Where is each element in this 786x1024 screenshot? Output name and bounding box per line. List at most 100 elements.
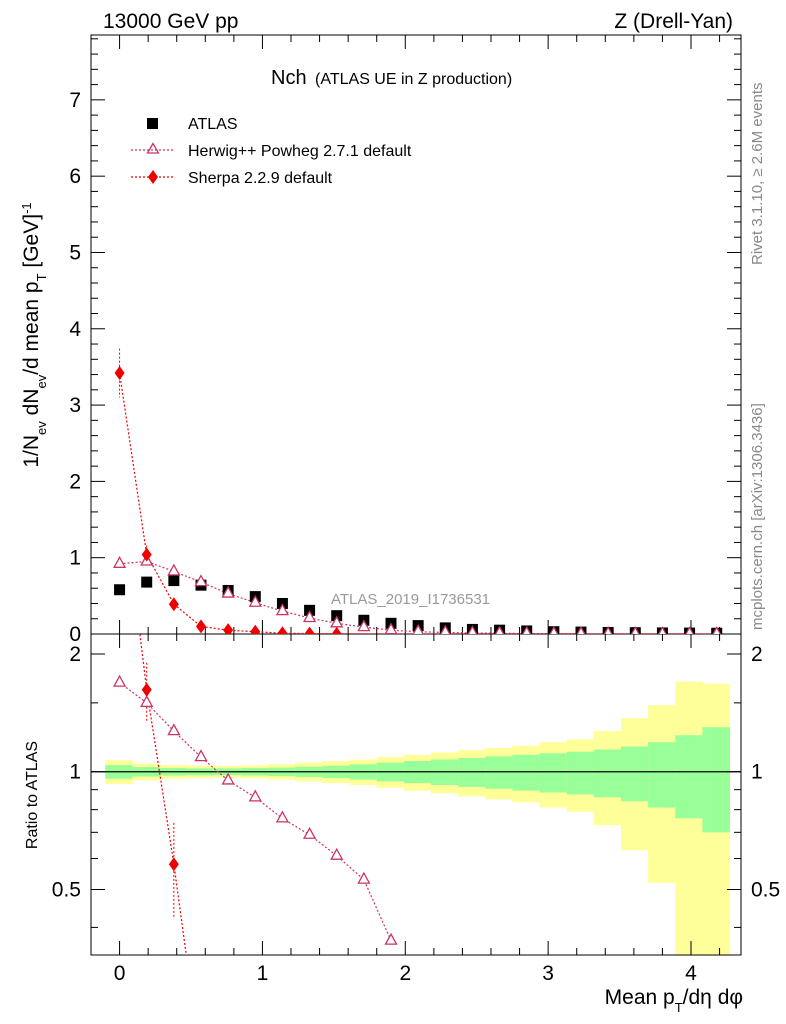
lower-y-tick-label-left: 0.5 [52,878,81,901]
lower-data [112,460,398,955]
herwig-point [167,563,181,576]
herwig-point [576,625,586,634]
atlas-point [168,575,180,587]
upper-y-tick-label: 7 [69,89,81,112]
band-inner-bin [593,749,622,798]
band-outer-bin [675,681,703,955]
sherpa-ratio-line [139,634,187,955]
herwig-ratio-point [140,695,154,708]
sherpa-point [196,619,206,634]
herwig-point [603,625,613,634]
watermark: ATLAS_2019_I1736531 [331,591,490,608]
header-right: Z (Drell-Yan) [614,10,733,33]
herwig-ratio-point [330,847,344,860]
lower-y-tick-label-left: 2 [69,643,81,666]
lower-y-axis-label: Ratio to ATLAS [24,741,41,849]
sherpa-point [304,626,315,634]
band-inner-bin [539,753,568,793]
herwig-ratio-point [248,789,262,802]
x-axis-label: Mean pT/dη dφ [605,986,743,1015]
x-tick-label: 4 [685,962,697,985]
atlas-point [141,576,153,588]
legend-label-sherpa: Sherpa 2.2.9 default [188,170,333,187]
sherpa-line [119,372,717,634]
upper-y-axis-label: 1/Nev dNev/d mean pT [GeV]-1 [19,202,49,467]
ratio-uncertainty-bands [91,681,741,955]
herwig-point [384,622,398,634]
sherpa-point [168,597,179,612]
x-tick-label: 2 [399,962,411,985]
upper-y-tick-label: 5 [69,241,81,264]
upper-y-tick-label: 0 [69,623,81,646]
upper-y-tick-label: 6 [69,165,81,188]
herwig-point [522,625,532,634]
mcplots-label: mcplots.cern.ch [arXiv:1306.3436] [749,403,766,630]
axis-ticks: 0 1 2 3 4 5 6 7 0 1 2 3 4 0.5 0.5 1 1 2 2 [52,35,780,985]
sherpa-point [331,626,342,634]
band-inner-bin [675,735,703,819]
herwig-point [685,626,694,634]
lower-y-tick-label-right: 0.5 [751,878,780,901]
herwig-point [275,603,290,616]
legend: ATLAS Herwig++ Powheg 2.7.1 default Sher… [131,116,412,187]
herwig-point [549,625,559,634]
herwig-point [658,626,667,634]
herwig-ratio-point [221,772,235,785]
herwig-point [357,619,371,632]
band-inner-bin [566,751,595,795]
lower-y-tick-label-left: 1 [69,761,81,784]
herwig-point [302,610,317,623]
herwig-point [630,626,640,634]
lower-y-tick-label-right: 1 [751,761,763,784]
herwig-point [494,625,505,634]
herwig-ratio-point [357,871,371,884]
herwig-point [248,594,262,607]
x-tick-label: 3 [542,962,554,985]
herwig-ratio-point [275,810,290,823]
herwig-ratio-point [167,723,181,736]
herwig-ratio-point [194,749,208,762]
plot-title: Nch (ATLAS UE in Z production) [271,67,512,89]
herwig-point [712,626,722,634]
upper-y-tick-label: 4 [69,318,81,341]
band-inner-bin [621,746,649,802]
herwig-point [440,624,451,634]
herwig-ratio-line [119,682,392,941]
x-tick-label: 1 [257,962,269,985]
sherpa-ratio-point [115,460,125,474]
band-inner-bin [458,757,486,787]
sherpa-ratio-point [141,682,152,697]
legend-label-atlas: ATLAS [188,116,238,133]
herwig-point [221,585,235,598]
rivet-label: Rivet 3.1.10, ≥ 2.6M events [749,83,766,266]
legend-marker-atlas [147,118,158,129]
herwig-ratio-point [112,674,127,687]
band-inner-bin [485,756,513,789]
herwig-point [112,555,127,568]
upper-data [112,348,723,634]
header-left: 13000 GeV pp [103,10,238,33]
sherpa-point [114,366,125,381]
herwig-point [412,623,424,634]
sherpa-point [277,626,288,634]
upper-y-tick-label: 1 [69,547,81,570]
herwig-ratio-point [384,932,398,945]
sherpa-point [223,623,234,634]
x-tick-label: 0 [114,962,126,985]
upper-y-tick-label: 3 [69,394,81,417]
herwig-point [330,615,344,628]
atlas-point [114,584,126,596]
sherpa-point [141,547,152,562]
legend-marker-herwig [146,142,160,154]
upper-y-tick-label: 2 [69,470,81,493]
band-inner-bin [512,754,541,791]
sherpa-point [250,624,261,634]
band-inner-bin [702,727,731,833]
herwig-point [467,625,478,634]
herwig-ratio-point [302,826,317,839]
herwig-point [194,574,208,587]
sherpa-ratio-point [168,857,179,872]
band-inner-bin [648,742,676,808]
legend-label-herwig: Herwig++ Powheg 2.7.1 default [188,143,412,160]
